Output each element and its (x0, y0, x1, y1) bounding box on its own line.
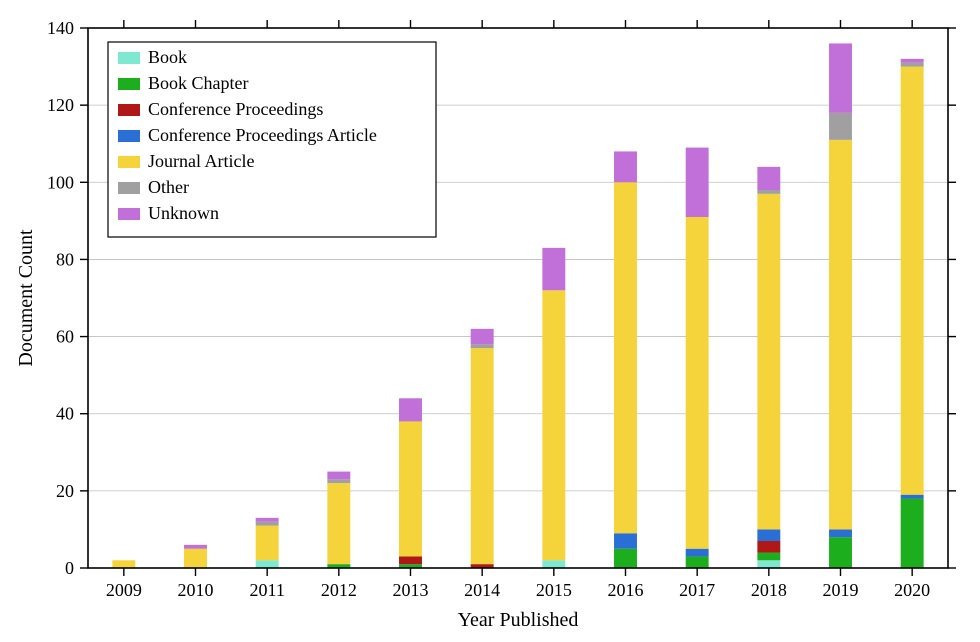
bar-segment (829, 43, 852, 112)
bar-segment (757, 194, 780, 530)
bar-segment (256, 518, 279, 522)
chart-svg: 0 20 40 60 80 100 120 140 2009 2010 2011 2012 2013 20… (0, 0, 980, 642)
bar-segment (901, 67, 924, 495)
bar-segment (542, 560, 565, 568)
bar-segment (757, 541, 780, 553)
bar-segment (184, 549, 207, 568)
bar-segment (757, 529, 780, 541)
x-tick-label: 2018 (751, 580, 787, 600)
bar-segment (184, 545, 207, 549)
document-count-chart: 0 20 40 60 80 100 120 140 2009 2010 2011 2012 2013 20… (0, 0, 980, 642)
y-tick-label: 100 (47, 172, 74, 192)
bar-segment (471, 348, 494, 564)
bar-segment (614, 151, 637, 182)
bar-segment (757, 167, 780, 190)
legend-label: Journal Article (148, 151, 254, 171)
legend-swatch (118, 104, 140, 116)
bar-segment (399, 398, 422, 421)
y-axis-label: Document Count (15, 229, 37, 367)
y-tick-label: 40 (56, 404, 74, 424)
bar-segment (471, 329, 494, 344)
bar-segment (112, 560, 135, 568)
bar-segment (686, 148, 709, 217)
legend-swatch (118, 52, 140, 64)
x-tick-label: 2020 (894, 580, 930, 600)
legend-swatch (118, 156, 140, 168)
bar-segment (542, 290, 565, 560)
x-tick-label: 2014 (464, 580, 500, 600)
bar-segment (256, 560, 279, 568)
bar-segment (686, 549, 709, 557)
x-tick-label: 2012 (321, 580, 357, 600)
bar-segment (757, 560, 780, 568)
bar-segment (614, 549, 637, 568)
bar-segment (399, 421, 422, 556)
legend-swatch (118, 130, 140, 142)
bar-segment (901, 63, 924, 67)
x-axis-label: Year Published (458, 609, 579, 631)
y-tick-label: 120 (47, 95, 74, 115)
bar-segment (829, 537, 852, 568)
legend-label: Book Chapter (148, 73, 249, 93)
bar-segment (614, 533, 637, 548)
bar-segment (686, 217, 709, 549)
bar-segment (829, 529, 852, 537)
bar-segment (471, 344, 494, 348)
legend-swatch (118, 182, 140, 194)
x-tick-label: 2013 (393, 580, 429, 600)
legend-swatch (118, 208, 140, 220)
x-tick-label: 2015 (536, 580, 572, 600)
bar-segment (614, 182, 637, 533)
x-tick-label: 2009 (106, 580, 142, 600)
legend-label: Other (148, 177, 189, 197)
bar-segment (256, 526, 279, 561)
legend-label: Conference Proceedings (148, 99, 323, 119)
x-tick-label: 2019 (823, 580, 859, 600)
y-tick-label: 60 (56, 327, 74, 347)
y-tick-label: 80 (56, 249, 74, 269)
bar-segment (327, 483, 350, 564)
x-tick-label: 2017 (679, 580, 715, 600)
x-tick-label: 2016 (608, 580, 644, 600)
bar-segment (327, 479, 350, 483)
bar-segment (542, 248, 565, 290)
legend-swatch (118, 78, 140, 90)
bar-segment (686, 556, 709, 568)
y-tick-label: 20 (56, 481, 74, 501)
bar-segment (901, 495, 924, 499)
x-tick-label: 2010 (178, 580, 214, 600)
bar-segment (901, 499, 924, 568)
bar-segment (327, 472, 350, 480)
y-tick-label: 0 (65, 558, 74, 578)
bar-segment (829, 140, 852, 530)
legend-label: Unknown (148, 203, 219, 223)
legend-label: Conference Proceedings Article (148, 125, 377, 145)
y-tick-label: 140 (47, 18, 74, 38)
bar-segment (399, 556, 422, 564)
bar-segment (757, 553, 780, 561)
bar-segment (256, 522, 279, 526)
x-tick-label: 2011 (249, 580, 284, 600)
bar-segment (901, 59, 924, 63)
bar-segment (829, 113, 852, 140)
legend-label: Book (148, 47, 187, 67)
bar-segment (757, 190, 780, 194)
